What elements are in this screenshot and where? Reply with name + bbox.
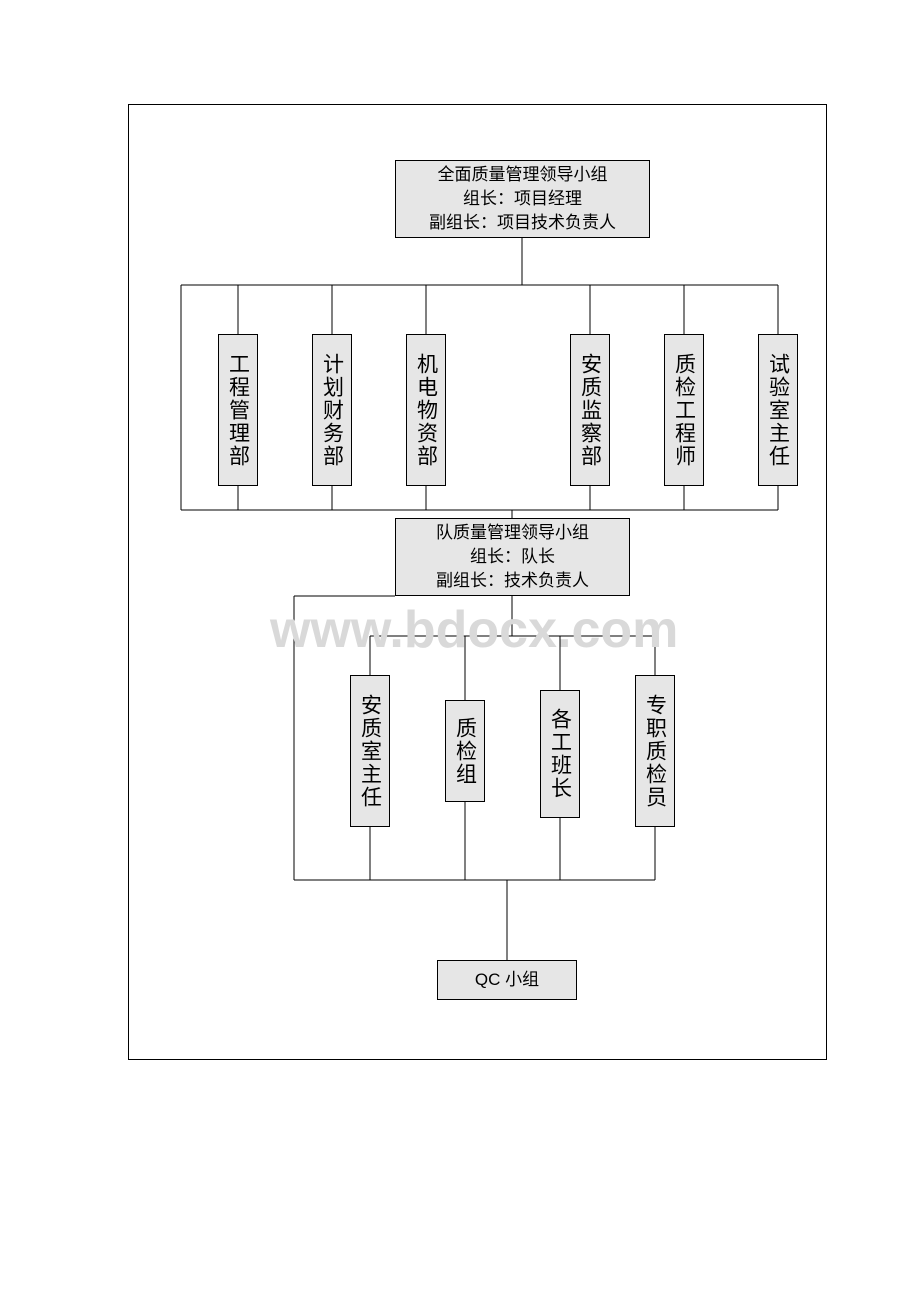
level3-box-1: 质检组 [445,700,485,802]
level2-label-4: 质检工程师 [672,353,695,468]
box-top-leadership: 全面质量管理领导小组 组长：项目经理 副组长：项目技术负责人 [395,160,650,238]
top-box-line3: 副组长：项目技术负责人 [429,211,616,235]
level3-box-3: 专职质检员 [635,675,675,827]
top-box-line1: 全面质量管理领导小组 [438,163,608,187]
level3-label-0: 安质室主任 [358,694,381,809]
level2-label-2: 机电物资部 [414,353,437,468]
box-mid-leadership: 队质量管理领导小组 组长：队长 副组长：技术负责人 [395,518,630,596]
mid-box-line3: 副组长：技术负责人 [436,569,589,593]
level2-label-0: 工程管理部 [226,353,249,468]
level2-box-4: 质检工程师 [664,334,704,486]
level3-label-1: 质检组 [453,717,476,786]
mid-box-line2: 组长：队长 [470,545,555,569]
level2-label-1: 计划财务部 [320,353,343,468]
level3-label-2: 各工班长 [548,708,571,800]
level2-box-5: 试验室主任 [758,334,798,486]
level2-box-0: 工程管理部 [218,334,258,486]
bottom-box-label: QC 小组 [475,968,539,992]
level3-label-3: 专职质检员 [643,694,666,809]
mid-box-line1: 队质量管理领导小组 [436,521,589,545]
page: www.bdocx.com 全面质量管理领导小组 组长：项目经理 副组长：项目技… [0,0,920,1302]
level3-box-0: 安质室主任 [350,675,390,827]
level2-box-2: 机电物资部 [406,334,446,486]
level3-box-2: 各工班长 [540,690,580,818]
box-qc-group: QC 小组 [437,960,577,1000]
level2-label-5: 试验室主任 [766,353,789,468]
top-box-line2: 组长：项目经理 [463,187,582,211]
level2-label-3: 安质监察部 [578,353,601,468]
level2-box-3: 安质监察部 [570,334,610,486]
level2-box-1: 计划财务部 [312,334,352,486]
